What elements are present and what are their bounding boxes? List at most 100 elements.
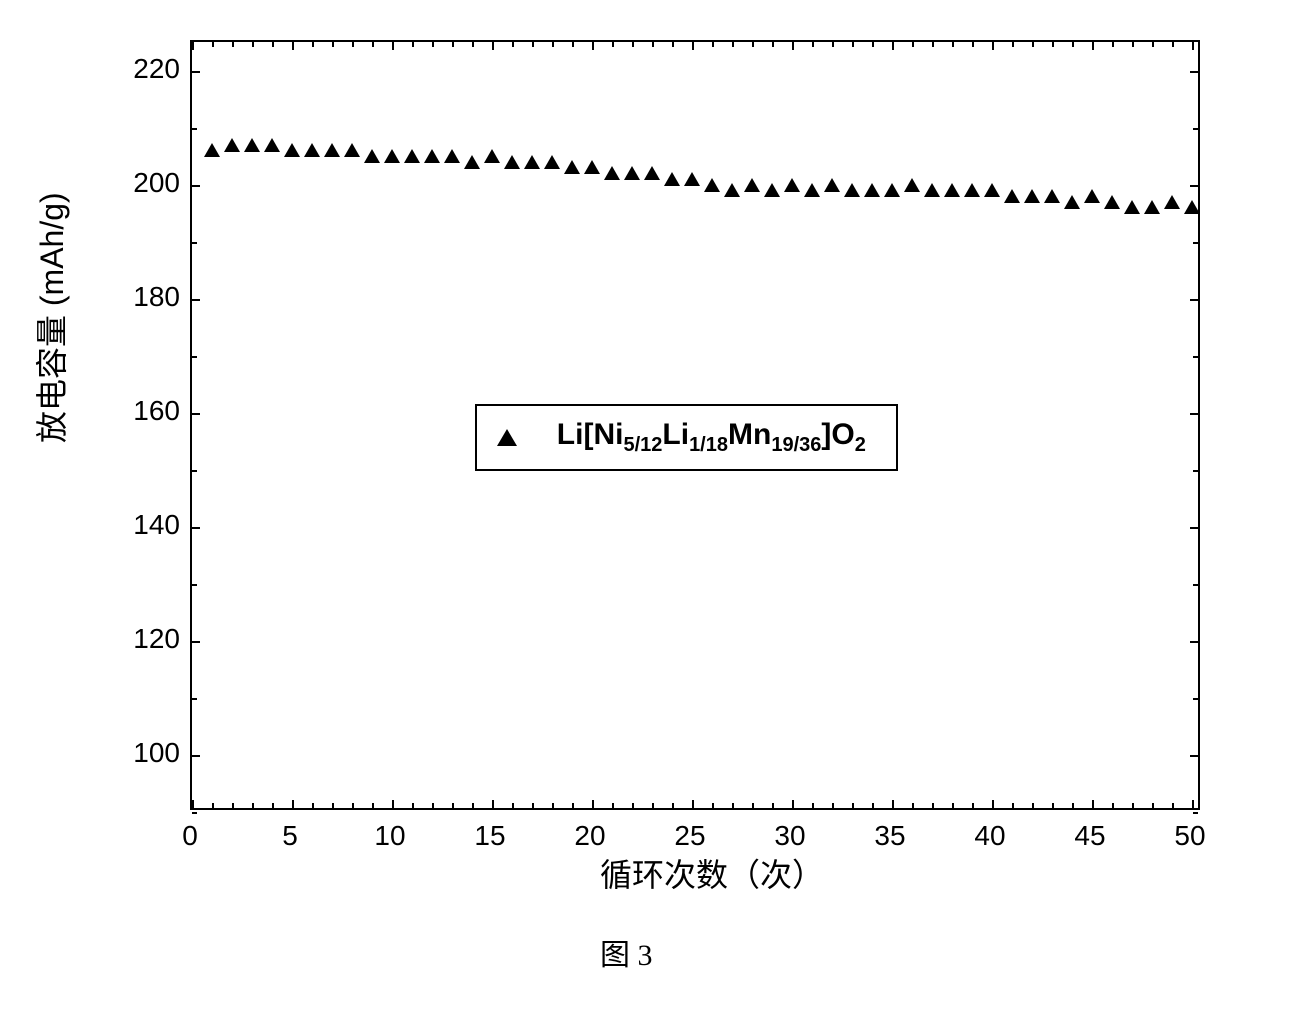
x-tick: [992, 42, 994, 50]
x-minor-tick: [752, 803, 754, 808]
x-minor-tick: [952, 803, 954, 808]
data-point: [584, 160, 600, 174]
x-minor-tick: [1152, 42, 1154, 47]
y-tick: [1190, 527, 1198, 529]
x-tick-label: 5: [282, 820, 298, 852]
x-minor-tick: [272, 803, 274, 808]
x-minor-tick: [232, 42, 234, 47]
x-minor-tick: [412, 803, 414, 808]
y-minor-tick: [1193, 812, 1198, 814]
x-minor-tick: [912, 42, 914, 47]
y-tick-label: 100: [133, 737, 180, 769]
y-minor-tick: [1193, 242, 1198, 244]
y-tick: [192, 299, 200, 301]
x-tick-label: 25: [674, 820, 705, 852]
data-point: [1124, 200, 1140, 214]
data-point: [1144, 200, 1160, 214]
data-point: [604, 166, 620, 180]
x-tick: [292, 42, 294, 50]
x-tick: [1092, 800, 1094, 808]
x-minor-tick: [352, 803, 354, 808]
x-tick-label: 35: [874, 820, 905, 852]
y-tick: [192, 71, 200, 73]
figure-caption: 图 3: [600, 930, 653, 974]
data-point: [844, 183, 860, 197]
x-minor-tick: [912, 803, 914, 808]
x-minor-tick: [1132, 803, 1134, 808]
x-minor-tick: [672, 803, 674, 808]
x-minor-tick: [1012, 42, 1014, 47]
x-minor-tick: [452, 803, 454, 808]
x-minor-tick: [1132, 42, 1134, 47]
x-minor-tick: [1112, 803, 1114, 808]
data-point: [304, 143, 320, 157]
y-minor-tick: [192, 698, 197, 700]
data-point: [784, 178, 800, 192]
y-tick: [1190, 755, 1198, 757]
data-point: [1084, 189, 1100, 203]
x-minor-tick: [872, 803, 874, 808]
y-minor-tick: [1193, 128, 1198, 130]
x-minor-tick: [432, 42, 434, 47]
y-minor-tick: [192, 242, 197, 244]
x-minor-tick: [472, 42, 474, 47]
x-tick-label: 50: [1174, 820, 1205, 852]
x-minor-tick: [252, 42, 254, 47]
x-tick: [392, 42, 394, 50]
data-point: [404, 149, 420, 163]
y-tick-label: 200: [133, 167, 180, 199]
x-minor-tick: [1072, 42, 1074, 47]
y-minor-tick: [1193, 698, 1198, 700]
data-point: [644, 166, 660, 180]
x-minor-tick: [712, 42, 714, 47]
x-tick: [292, 800, 294, 808]
y-tick-label: 140: [133, 509, 180, 541]
x-minor-tick: [452, 42, 454, 47]
x-minor-tick: [972, 42, 974, 47]
data-point: [764, 183, 780, 197]
x-tick: [592, 800, 594, 808]
x-tick: [392, 800, 394, 808]
legend-box: Li[Ni5/12Li1/18Mn19/36]O2: [475, 404, 898, 471]
x-tick: [1192, 42, 1194, 50]
x-minor-tick: [832, 42, 834, 47]
data-point: [924, 183, 940, 197]
data-point: [284, 143, 300, 157]
x-minor-tick: [1112, 42, 1114, 47]
x-minor-tick: [872, 42, 874, 47]
data-point: [664, 172, 680, 186]
x-minor-tick: [412, 42, 414, 47]
x-minor-tick: [932, 42, 934, 47]
data-point: [684, 172, 700, 186]
data-point: [364, 149, 380, 163]
x-minor-tick: [432, 803, 434, 808]
data-point: [804, 183, 820, 197]
data-point: [704, 178, 720, 192]
x-minor-tick: [1172, 42, 1174, 47]
x-tick: [1092, 42, 1094, 50]
legend-marker-triangle: [497, 429, 517, 446]
x-minor-tick: [512, 42, 514, 47]
x-minor-tick: [212, 42, 214, 47]
x-tick: [192, 800, 194, 808]
data-point: [204, 143, 220, 157]
y-tick: [1190, 413, 1198, 415]
x-minor-tick: [332, 803, 334, 808]
x-minor-tick: [952, 42, 954, 47]
y-tick: [192, 755, 200, 757]
chart-container: Li[Ni5/12Li1/18Mn19/36]O2 放电容量 (mAh/g) 循…: [60, 20, 1240, 900]
y-tick: [192, 413, 200, 415]
y-axis-label: 放电容量 (mAh/g): [27, 192, 73, 443]
data-point: [324, 143, 340, 157]
y-tick: [1190, 299, 1198, 301]
x-minor-tick: [772, 803, 774, 808]
legend-text: Li[Ni5/12Li1/18Mn19/36]O2: [557, 418, 866, 457]
x-minor-tick: [312, 803, 314, 808]
x-minor-tick: [612, 42, 614, 47]
x-minor-tick: [772, 42, 774, 47]
x-minor-tick: [632, 42, 634, 47]
x-minor-tick: [1052, 42, 1054, 47]
y-minor-tick: [1193, 584, 1198, 586]
x-tick-label: 45: [1074, 820, 1105, 852]
y-minor-tick: [192, 584, 197, 586]
